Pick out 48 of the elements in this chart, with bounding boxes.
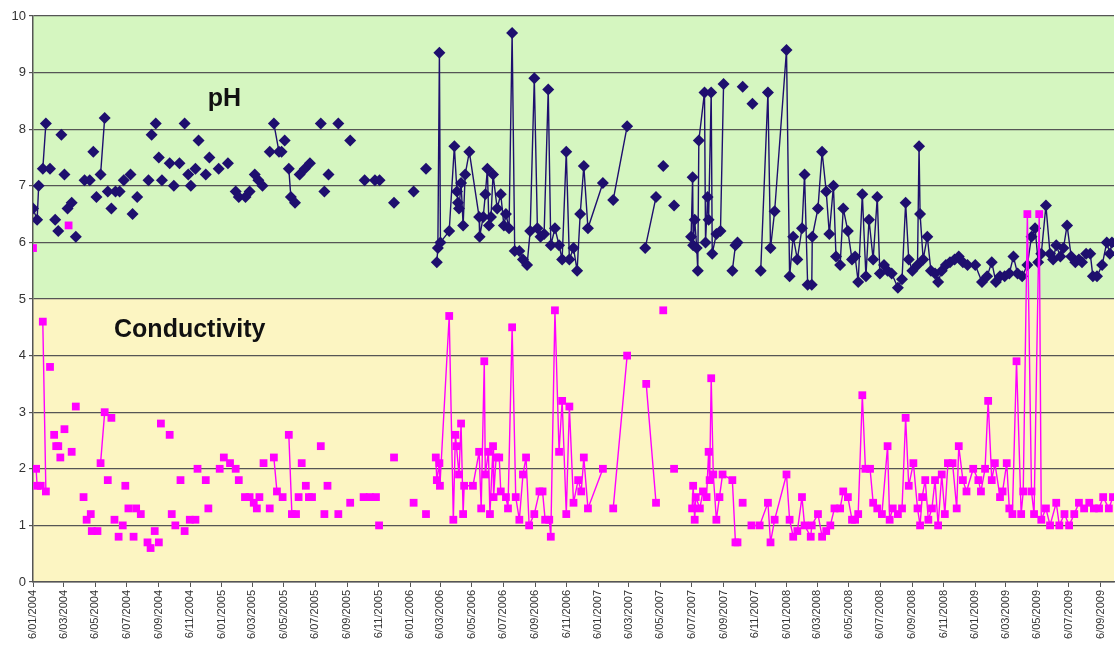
y-tick-label: 2 <box>18 460 26 476</box>
y-tick-label: 4 <box>18 347 26 363</box>
x-tick-label: 6/09/2005 <box>340 590 353 639</box>
x-tick-label: 6/03/2005 <box>245 590 258 639</box>
x-tick-label: 6/07/2004 <box>119 590 132 639</box>
text: Conductivity <box>114 314 266 343</box>
y-tick-label: 7 <box>18 177 26 193</box>
x-tick-label: 6/09/2006 <box>528 590 541 639</box>
x-tick-label: 6/09/2009 <box>1093 590 1106 639</box>
x-tick-label: 6/01/2005 <box>214 590 227 639</box>
y-tick-label: 0 <box>18 573 26 589</box>
x-tick-label: 6/07/2006 <box>496 590 509 639</box>
series-label: pH <box>207 82 241 111</box>
x-tick-label: 6/01/2008 <box>779 590 792 639</box>
y-tick-label: 10 <box>11 7 26 23</box>
x-tick-label: 6/05/2005 <box>276 590 289 639</box>
y-tick-label: 8 <box>18 120 26 136</box>
x-tick-label: 6/01/2009 <box>968 590 981 639</box>
x-tick-label: 6/11/2004 <box>183 590 196 639</box>
x-tick-label: 6/01/2006 <box>403 590 416 639</box>
x-tick-label: 6/01/2007 <box>591 590 604 639</box>
x-tick-label: 6/07/2008 <box>873 590 886 639</box>
x-tick-label: 6/11/2006 <box>559 590 572 639</box>
x-tick-label: 6/11/2008 <box>936 590 949 639</box>
x-tick-label: 6/05/2007 <box>653 590 666 639</box>
x-tick-label: 6/11/2007 <box>748 590 761 639</box>
x-tick-label: 6/03/2006 <box>433 590 446 639</box>
y-tick-label: 5 <box>18 290 26 306</box>
y-tick-label: 3 <box>18 403 26 419</box>
x-tick-label: 6/05/2009 <box>1030 590 1043 639</box>
x-tick-label: 6/07/2005 <box>308 590 321 639</box>
x-tick-label: 6/03/2008 <box>810 590 823 639</box>
y-tick-label: 1 <box>18 516 26 532</box>
x-tick-label: 6/09/2004 <box>151 590 164 639</box>
x-tick-label: 6/09/2007 <box>716 590 729 639</box>
x-tick-label: 6/05/2004 <box>88 590 101 639</box>
y-tick-label: 6 <box>18 233 26 249</box>
x-tick-label: 6/03/2009 <box>998 590 1011 639</box>
x-tick-label: 6/05/2008 <box>841 590 854 639</box>
x-tick-label: 6/01/2004 <box>26 590 39 639</box>
x-tick-label: 6/03/2007 <box>621 590 634 639</box>
x-tick-label: 6/03/2004 <box>56 590 69 639</box>
y-tick-label: 9 <box>18 64 26 80</box>
x-tick-label: 6/11/2005 <box>371 590 384 639</box>
x-tick-label: 6/09/2008 <box>905 590 918 639</box>
x-tick-label: 6/07/2009 <box>1061 590 1074 639</box>
x-tick-label: 6/05/2006 <box>464 590 477 639</box>
x-tick-label: 6/07/2007 <box>684 590 697 639</box>
